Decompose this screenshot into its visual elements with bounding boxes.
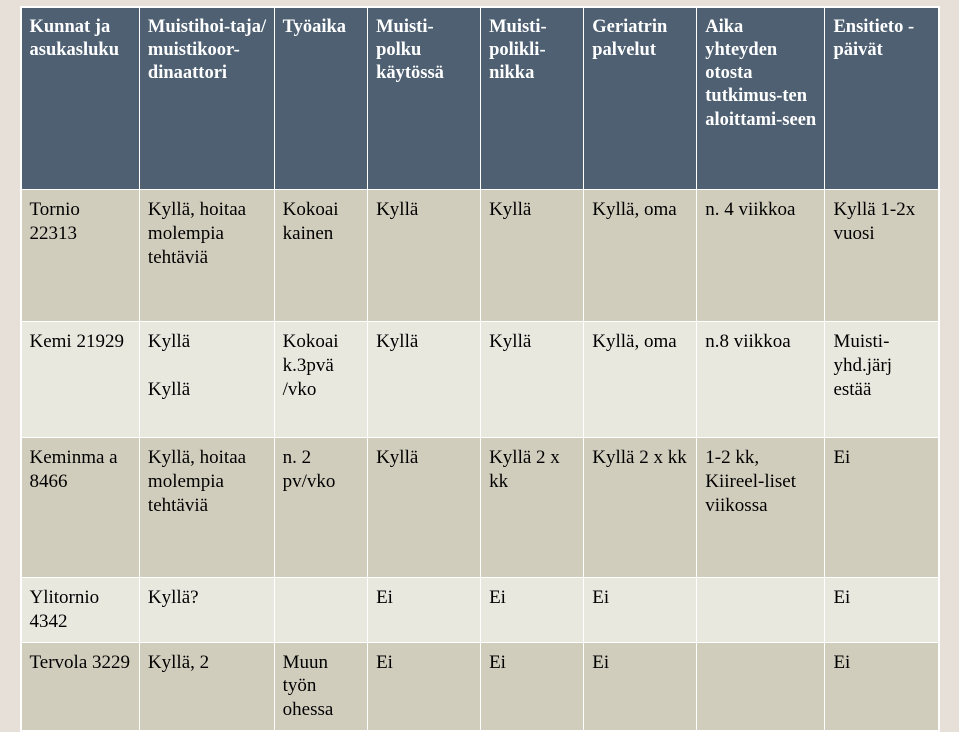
cell: Kyllä 2 x kk xyxy=(481,438,584,578)
col-header: Aika yhteyden otosta tutkimus-ten aloitt… xyxy=(697,8,825,190)
table-row: Keminma a 8466 Kyllä, hoitaa molempia te… xyxy=(21,438,938,578)
cell: Ei xyxy=(481,578,584,643)
table-row: Tervola 3229 Kyllä, 2 Muun työn ohessa E… xyxy=(21,642,938,730)
cell: Kyllä? xyxy=(139,578,274,643)
cell: Ei xyxy=(825,578,938,643)
cell: Kyllä xyxy=(481,190,584,322)
cell: Kyllä, hoitaa molempia tehtäviä xyxy=(139,190,274,322)
cell: Keminma a 8466 xyxy=(21,438,139,578)
cell: Kokoai k.3pvä /vko xyxy=(274,322,367,438)
col-header: Muisti-polikli-nikka xyxy=(481,8,584,190)
col-header: Ensitieto -päivät xyxy=(825,8,938,190)
cell: Kyllä xyxy=(481,322,584,438)
table-header: Kunnat ja asukasluku Muistihoi-taja/ mui… xyxy=(21,8,938,190)
col-header: Muistihoi-taja/ muistikoor-dinaattori xyxy=(139,8,274,190)
cell: Ei xyxy=(368,578,481,643)
cell: Ei xyxy=(584,578,697,643)
cell: Kyllä, 2 xyxy=(139,642,274,730)
table-row: Kemi 21929 KylläKyllä Kokoai k.3pvä /vko… xyxy=(21,322,938,438)
cell: Kokoai kainen xyxy=(274,190,367,322)
cell: Muisti-yhd.järj estää xyxy=(825,322,938,438)
cell: KylläKyllä xyxy=(139,322,274,438)
col-header: Kunnat ja asukasluku xyxy=(21,8,139,190)
cell: Muun työn ohessa xyxy=(274,642,367,730)
cell: Ei xyxy=(825,438,938,578)
cell: n.8 viikkoa xyxy=(697,322,825,438)
cell: Kyllä, oma xyxy=(584,322,697,438)
cell: Kyllä xyxy=(368,190,481,322)
cell: Ei xyxy=(825,642,938,730)
cell: Kyllä xyxy=(368,438,481,578)
cell: Ylitornio 4342 xyxy=(21,578,139,643)
col-header: Työaika xyxy=(274,8,367,190)
cell: Kyllä 1-2x vuosi xyxy=(825,190,938,322)
cell: Ei xyxy=(481,642,584,730)
cell: n. 2 pv/vko xyxy=(274,438,367,578)
table-body: Tornio 22313 Kyllä, hoitaa molempia teht… xyxy=(21,190,938,731)
cell: 1-2 kk, Kiireel-liset viikossa xyxy=(697,438,825,578)
cell: Tervola 3229 xyxy=(21,642,139,730)
col-header: Geriatrin palvelut xyxy=(584,8,697,190)
cell xyxy=(697,642,825,730)
cell: Tornio 22313 xyxy=(21,190,139,322)
cell: Ei xyxy=(368,642,481,730)
comparison-table: Kunnat ja asukasluku Muistihoi-taja/ mui… xyxy=(20,6,940,732)
cell: Kyllä, oma xyxy=(584,190,697,322)
cell: Ei xyxy=(584,642,697,730)
table: Kunnat ja asukasluku Muistihoi-taja/ mui… xyxy=(21,7,939,731)
col-header: Muisti-polku käytössä xyxy=(368,8,481,190)
cell: Kyllä, hoitaa molempia tehtäviä xyxy=(139,438,274,578)
cell: n. 4 viikkoa xyxy=(697,190,825,322)
table-row: Tornio 22313 Kyllä, hoitaa molempia teht… xyxy=(21,190,938,322)
cell: Kyllä 2 x kk xyxy=(584,438,697,578)
cell: Kemi 21929 xyxy=(21,322,139,438)
cell xyxy=(697,578,825,643)
cell xyxy=(274,578,367,643)
cell: Kyllä xyxy=(368,322,481,438)
table-row: Ylitornio 4342 Kyllä? Ei Ei Ei Ei xyxy=(21,578,938,643)
